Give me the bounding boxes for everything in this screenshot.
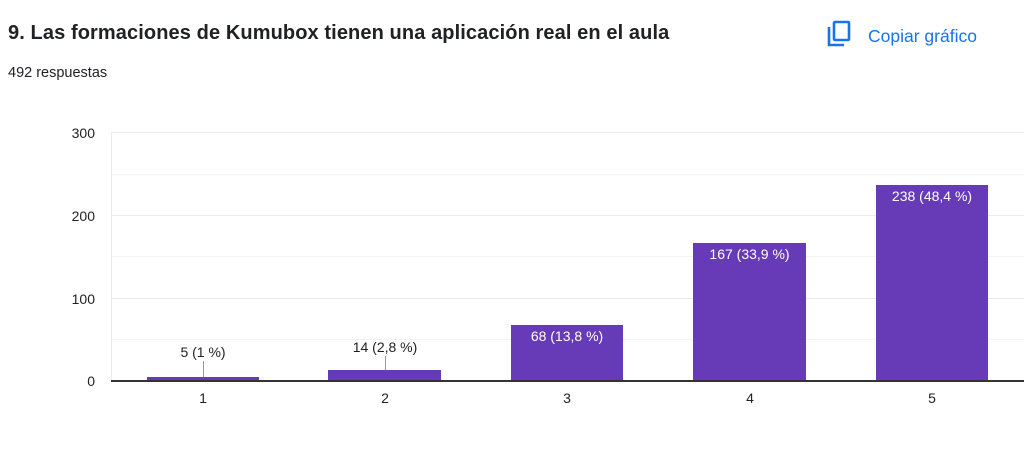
gridline (111, 256, 1024, 257)
label-leader (385, 356, 386, 370)
bar-label: 238 (48,4 %) (891, 188, 973, 204)
bar-3[interactable] (511, 325, 623, 381)
x-tick: 3 (563, 390, 571, 406)
y-tick: 300 (71, 125, 95, 141)
x-tick: 5 (928, 390, 936, 406)
copy-icon (826, 20, 852, 53)
copy-chart-button[interactable]: Copiar gráfico (826, 20, 977, 53)
label-leader (203, 361, 204, 377)
bar-4[interactable] (693, 243, 806, 381)
x-tick: 4 (746, 390, 754, 406)
y-tick: 0 (87, 373, 95, 389)
bar-2[interactable] (328, 370, 441, 381)
bar-label: 14 (2,8 %) (352, 339, 418, 355)
x-tick: 2 (381, 390, 389, 406)
gridline (111, 174, 1024, 175)
copy-chart-label: Copiar gráfico (868, 26, 977, 46)
y-tick: 200 (71, 208, 95, 224)
bar-1[interactable] (147, 377, 259, 381)
gridline (111, 132, 1024, 133)
x-tick: 1 (199, 390, 207, 406)
bar-label: 5 (1 %) (180, 344, 226, 360)
y-axis-line (111, 132, 112, 381)
bar-5[interactable] (876, 185, 988, 381)
gridline (111, 298, 1024, 299)
y-tick: 100 (71, 291, 95, 307)
x-axis-line (111, 380, 1024, 382)
response-count: 492 respuestas (8, 65, 108, 81)
gridline (111, 215, 1024, 216)
page-title: 9. Las formaciones de Kumubox tienen una… (8, 22, 670, 44)
bar-label: 68 (13,8 %) (530, 328, 604, 344)
bar-label: 167 (33,9 %) (709, 246, 790, 262)
